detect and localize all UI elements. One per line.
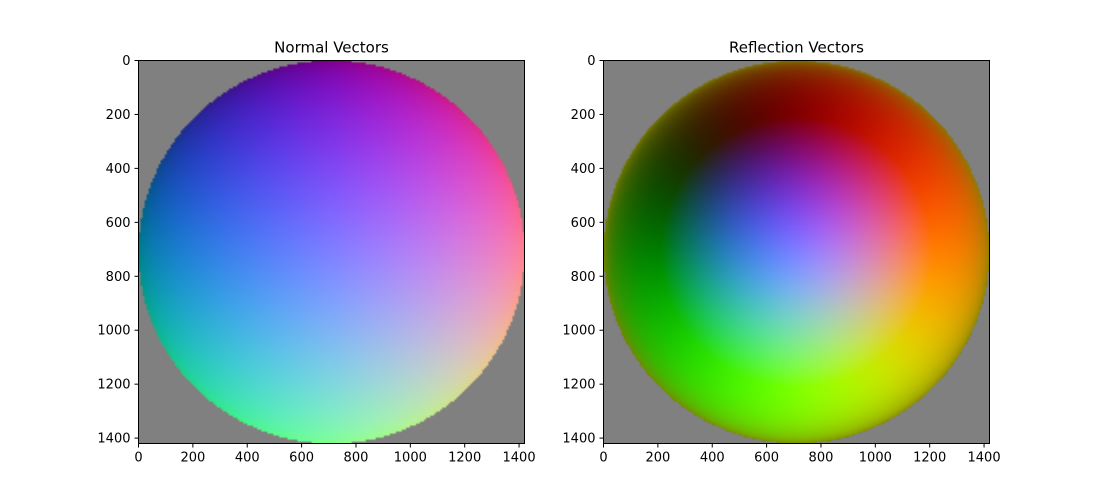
axes-frame — [603, 60, 990, 444]
x-tick-label: 1400 — [968, 451, 1001, 466]
y-tick-label: 400 — [571, 162, 596, 177]
y-tick-label: 0 — [122, 54, 130, 69]
y-tick-label: 1200 — [97, 378, 130, 393]
subplot-1: Normal Vectors 0 200 400 600 800 1000 1200 1400 0… — [97, 39, 535, 466]
y-tick-label: 1000 — [97, 324, 130, 339]
subplot-2: Reflection Vectors 0 200 400 600 800 1000 1200 1… — [562, 39, 1000, 466]
x-tick-label: 1400 — [503, 451, 536, 466]
x-tick-label: 800 — [344, 451, 369, 466]
y-tick-label: 1200 — [562, 378, 595, 393]
x-tick-label: 600 — [289, 451, 314, 466]
x-tick-label: 1200 — [448, 451, 481, 466]
y-tick-label: 400 — [106, 162, 131, 177]
x-tick-label: 1000 — [394, 451, 427, 466]
x-tick-label: 0 — [599, 451, 607, 466]
axes-frame — [138, 60, 525, 444]
y-tick-label: 1400 — [562, 432, 595, 447]
x-tick-label: 400 — [700, 451, 725, 466]
x-tick-label: 600 — [754, 451, 779, 466]
x-tick-label: 200 — [645, 451, 670, 466]
y-tick-label: 0 — [587, 54, 595, 69]
y-tick-label: 1400 — [97, 432, 130, 447]
y-tick-label: 800 — [106, 270, 131, 285]
chart-title: Reflection Vectors — [729, 39, 864, 57]
x-tick-label: 0 — [134, 451, 142, 466]
y-tick-label: 200 — [571, 108, 596, 123]
x-tick-label: 400 — [235, 451, 260, 466]
x-tick-label: 800 — [809, 451, 834, 466]
y-tick-label: 200 — [106, 108, 131, 123]
x-tick-label: 200 — [180, 451, 205, 466]
y-tick-label: 800 — [571, 270, 596, 285]
y-tick-label: 600 — [106, 216, 131, 231]
heatmap-image — [603, 60, 990, 444]
heatmap-image — [138, 60, 525, 444]
chart-title: Normal Vectors — [274, 39, 389, 57]
x-tick-label: 1000 — [859, 451, 892, 466]
y-tick-label: 600 — [571, 216, 596, 231]
x-tick-label: 1200 — [913, 451, 946, 466]
y-tick-label: 1000 — [562, 324, 595, 339]
